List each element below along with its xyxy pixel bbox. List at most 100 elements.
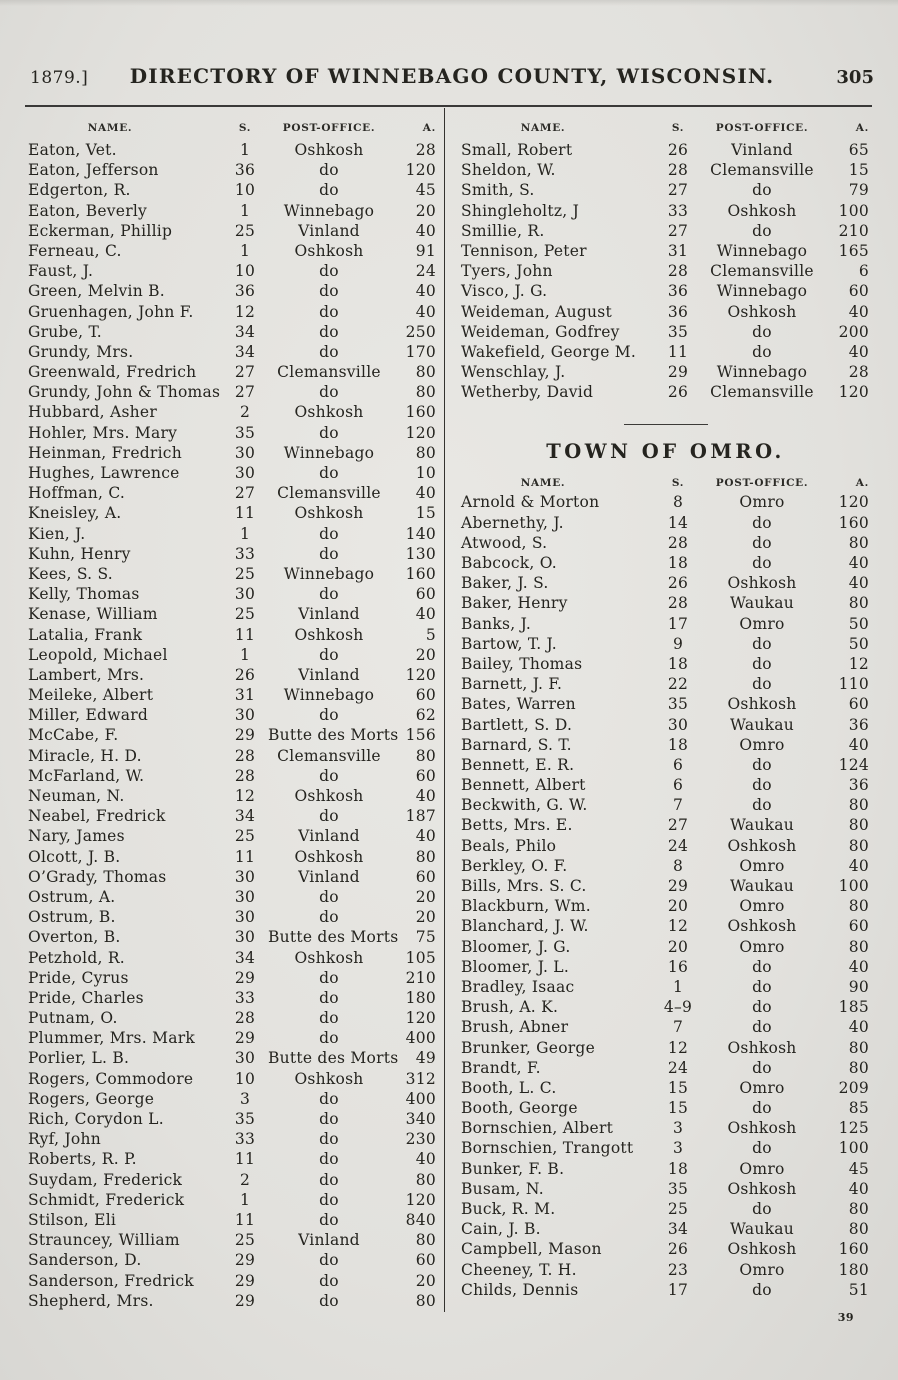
cell-name: Wetherby, David	[461, 383, 594, 402]
directory-row: Rich, Corydon L. 35 do 340	[25, 1109, 440, 1129]
cell-name: Grube, T.	[28, 322, 102, 341]
cell-post-office: do	[319, 645, 339, 664]
cell-name: Kees, S. S.	[28, 564, 113, 583]
cell-post-office: Oshkosh	[727, 1038, 797, 1057]
cell-section: 27	[234, 484, 256, 503]
directory-row: Hoffman, C. 27 Clemansville 40	[25, 483, 440, 503]
cell-section: 18	[667, 654, 689, 673]
cell-post-office: do	[319, 1210, 339, 1229]
cell-section: 33	[234, 988, 256, 1007]
cell-acres: 60	[415, 766, 436, 785]
cell-post-office: do	[752, 1139, 772, 1158]
cell-post-office: do	[319, 1029, 339, 1048]
cell-post-office: do	[319, 1009, 339, 1028]
cell-post-office: do	[319, 706, 339, 725]
cell-post-office: do	[319, 766, 339, 785]
cell-section: 30	[234, 585, 256, 604]
cell-name: Shepherd, Mrs.	[28, 1291, 154, 1310]
directory-row: Lambert, Mrs. 26 Vinland 120	[25, 665, 440, 685]
cell-name: Kuhn, Henry	[28, 544, 131, 563]
cell-acres: 60	[415, 686, 436, 705]
cell-section: 7	[672, 1018, 684, 1037]
directory-row: Small, Robert 26 Vinland 65	[458, 140, 873, 160]
cell-section: 29	[234, 1271, 256, 1290]
cell-name: Campbell, Mason	[461, 1240, 602, 1259]
cell-name: Baker, Henry	[461, 594, 568, 613]
cell-name: Pride, Cyrus	[28, 968, 129, 987]
header-acres: A.	[422, 122, 436, 134]
directory-row: Ostrum, A. 30 do 20	[25, 887, 440, 907]
cell-name: Cheeney, T. H.	[461, 1260, 577, 1279]
cell-name: Hubbard, Asher	[28, 403, 157, 422]
cell-section: 2	[239, 1170, 251, 1189]
cell-post-office: do	[752, 796, 772, 815]
cell-name: Kelly, Thomas	[28, 585, 140, 604]
cell-section: 30	[234, 908, 256, 927]
cell-acres: 110	[838, 675, 869, 694]
cell-post-office: do	[752, 1058, 772, 1077]
cell-post-office: Clemansville	[277, 363, 381, 382]
cell-acres: 210	[405, 968, 436, 987]
section-divider-rule	[623, 424, 708, 426]
cell-section: 30	[234, 706, 256, 725]
cell-section: 24	[667, 1058, 689, 1077]
cell-post-office: Vinland	[298, 867, 360, 886]
two-column-body: NAME. S. POST-OFFICE. A. Eaton, Vet. 1 O…	[25, 108, 873, 1312]
cell-acres: 15	[415, 504, 436, 523]
cell-section: 34	[234, 948, 256, 967]
cell-acres: 20	[415, 645, 436, 664]
cell-post-office: Omro	[739, 1078, 785, 1097]
cell-acres: 60	[848, 917, 869, 936]
directory-row: Latalia, Frank 11 Oshkosh 5	[25, 625, 440, 645]
cell-post-office: do	[319, 423, 339, 442]
cell-section: 17	[667, 1280, 689, 1299]
cell-post-office: do	[319, 1110, 339, 1128]
cell-acres: 40	[848, 302, 869, 321]
cell-section: 29	[234, 1291, 256, 1310]
cell-acres: 75	[415, 928, 436, 947]
cell-name: Grundy, John & Thomas	[28, 383, 221, 402]
cell-acres: 140	[405, 524, 436, 543]
cell-name: Strauncey, William	[28, 1231, 180, 1250]
header-name: NAME.	[520, 477, 566, 490]
cell-name: Neuman, N.	[28, 787, 125, 805]
cell-acres: 210	[838, 221, 869, 240]
cell-acres: 40	[415, 605, 436, 624]
directory-row: Bradley, Isaac 1 do 90	[458, 977, 873, 997]
cell-name: Miller, Edward	[28, 706, 149, 725]
cell-post-office: Oshkosh	[727, 1240, 797, 1259]
cell-acres: 312	[405, 1069, 436, 1088]
cell-section: 14	[667, 513, 689, 532]
cell-post-office: Vinland	[298, 665, 360, 684]
cell-post-office: Oshkosh	[294, 847, 364, 866]
cell-post-office: do	[319, 1291, 339, 1310]
cell-acres: 100	[838, 877, 869, 895]
cell-name: Heinman, Fredrich	[28, 443, 182, 462]
header-post-office: POST-OFFICE.	[282, 122, 376, 134]
cell-acres: 40	[848, 735, 869, 754]
directory-row: Olcott, J. B. 11 Oshkosh 80	[25, 847, 440, 867]
cell-section: 29	[234, 1251, 256, 1270]
cell-acres: 80	[415, 383, 436, 402]
cell-name: Smillie, R.	[461, 221, 545, 240]
cell-section: 36	[234, 282, 256, 301]
cell-post-office: do	[319, 1251, 339, 1270]
directory-row: Eaton, Vet. 1 Oshkosh 28	[25, 140, 440, 160]
directory-row: Brush, A. K. 4–9 do 185	[458, 997, 873, 1017]
directory-row: Brandt, F. 24 do 80	[458, 1058, 873, 1078]
directory-row: Roberts, R. P. 11 do 40	[25, 1149, 440, 1169]
cell-section: 35	[234, 423, 256, 442]
cell-section: 1	[239, 241, 251, 260]
cell-section: 27	[234, 363, 256, 382]
cell-name: Kneisley, A.	[28, 504, 122, 523]
cell-section: 30	[667, 715, 689, 734]
cell-section: 28	[234, 766, 256, 785]
header-name: NAME.	[87, 122, 133, 134]
cell-post-office: Butte des Morts	[268, 928, 399, 947]
cell-name: Overton, B.	[28, 928, 121, 947]
cell-section: 20	[667, 897, 689, 916]
cell-section: 23	[667, 1260, 689, 1279]
directory-row: Bennett, E. R. 6 do 124	[458, 755, 873, 775]
cell-section: 27	[667, 816, 689, 835]
cell-name: Weideman, August	[461, 302, 612, 321]
